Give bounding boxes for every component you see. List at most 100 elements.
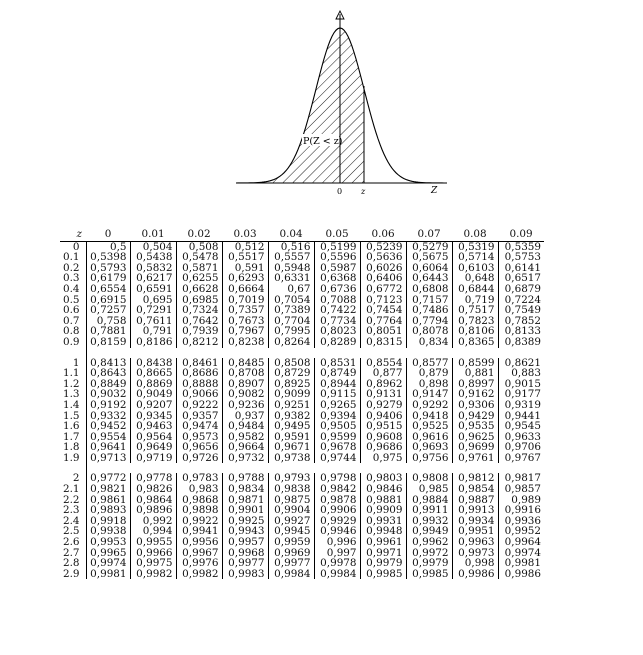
table-cell: 0,8888 [175,379,223,390]
table-cell: 0,7389 [267,305,315,316]
table-cell: 0,9452 [85,421,131,432]
table-cell: 0,9955 [129,537,177,548]
table-cell: 0,9925 [221,516,269,527]
table-cell: 0,9713 [85,453,131,464]
table-cell: 0,9625 [451,432,499,443]
table-cell: 0,9961 [359,537,407,548]
table-cell: 0,834 [405,337,453,348]
table-cell: 0,9332 [85,410,131,422]
z-table: z 0 0.01 0.02 0.03 0.04 0.05 0.06 0.07 0.08 0.09 0… [60,229,545,580]
table-cell: 0,8212 [175,337,223,348]
table-cell: 0,591 [221,263,269,274]
table-cell: 0,791 [129,326,177,337]
table-cell: 0,6217 [129,273,177,284]
table-cell: 0,9484 [221,421,269,432]
table-cell: 0,9934 [451,516,499,527]
row-z-label: 0.7 [63,314,80,327]
table-cell: 0,9973 [451,548,499,559]
table-row: 1.3 0,9032 0,9049 0,9066 0,9082 0,9099 0,9115 0… [60,388,545,401]
table-cell: 0,9893 [85,505,131,516]
table-row: 0.2 0,5793 0,5832 0,5871 0,591 0,5948 0,5987 0,… [60,263,545,274]
table-cell: 0,9974 [497,548,545,559]
table-cell: 0,9984 [267,569,315,580]
table-cell: 0,9953 [85,537,131,548]
row-z-label: 1.2 [63,377,80,390]
table-cell: 0,5 [85,241,131,253]
table-cell: 0,898 [405,379,453,390]
table-cell: 0,758 [85,316,131,327]
row-z-label: 0.8 [63,325,80,338]
table-cell: 0,8438 [129,357,177,369]
table-cell: 0,6664 [221,284,269,295]
table-cell: 0,8729 [267,368,315,379]
table-cell: 0,9927 [267,516,315,527]
table-cell: 0,8315 [359,337,407,348]
table-cell: 0,9767 [497,453,545,464]
table-cell: 0,6915 [85,294,131,306]
table-cell: 0,8133 [497,326,545,337]
table-cell: 0,9898 [175,505,223,516]
table-cell: 0,9868 [175,495,223,506]
table-cell: 0,9082 [221,389,269,400]
table-cell: 0,9236 [221,400,269,411]
table-cell: 0,9099 [267,389,315,400]
normal-distribution-figure: P(Z < z) 0 z Z [235,9,447,196]
table-cell: 0,8264 [267,337,315,348]
table-cell: 0,9952 [497,526,545,538]
table-cell: 0,9881 [359,495,407,506]
table-cell: 0,8106 [451,326,499,337]
table-cell: 0,5478 [175,252,223,263]
table-cell: 0,997 [313,548,361,559]
table-row: 1.7 0,9554 0,9564 0,9573 0,9582 0,9591 0,9599 0… [60,432,545,443]
axis-end-label: Z [430,186,438,196]
table-cell: 0,9854 [451,484,499,495]
table-cell: 0,9394 [313,410,361,422]
table-cell: 0,9115 [313,389,361,400]
row-z-label: 2 [72,472,80,485]
column-header: 0.01 [130,229,177,242]
table-cell: 0,9162 [451,389,499,400]
table-cell: 0,8869 [129,379,177,390]
table-cell: 0,8749 [313,368,361,379]
table-row: 0.9 0,8159 0,8186 0,8212 0,8238 0,8264 0,8289 0… [60,337,545,348]
table-cell: 0,9875 [267,495,315,506]
table-cell: 0,9838 [267,484,315,495]
table-cell: 0,9834 [221,484,269,495]
table-cell: 0,7881 [85,326,131,337]
table-cell: 0,6368 [313,273,361,284]
axis-z-label: z [360,187,366,196]
table-cell: 0,9896 [129,505,177,516]
table-cell: 0,8078 [405,326,453,337]
row-z-label: 2.2 [63,493,80,506]
table-cell: 0,7734 [313,316,361,327]
table-cell: 0,9936 [497,516,545,527]
row-z-label: 1.6 [63,420,80,433]
table-cell: 0,9916 [497,505,545,516]
vertical-axis-arrow-icon [335,9,345,20]
table-cell: 0,937 [221,410,269,422]
table-cell: 0,7852 [497,316,545,327]
table-cell: 0,9864 [129,495,177,506]
table-row: 1.5 0,9332 0,9345 0,9357 0,937 0,9382 0,9394 0,… [60,410,545,422]
table-cell: 0,998 [451,558,499,569]
table-cell: 0,8485 [221,357,269,369]
table-cell: 0,9192 [85,400,131,411]
table-cell: 0,6554 [85,284,131,295]
table-cell: 0,8907 [221,379,269,390]
table-cell: 0,9591 [267,432,315,443]
column-header: 0.03 [222,229,269,242]
table-cell: 0,9699 [451,442,499,453]
table-cell: 0,9977 [221,558,269,569]
table-cell: 0,9756 [405,453,453,464]
table-cell: 0,9649 [129,442,177,453]
table-cell: 0,9418 [405,410,453,422]
table-cell: 0,5596 [313,252,361,263]
table-cell: 0,883 [497,368,545,379]
table-cell: 0,9177 [497,389,545,400]
table-cell: 0,8051 [359,326,407,337]
row-z-label: 1.3 [63,388,80,401]
table-cell: 0,9956 [175,537,223,548]
column-header: 0.02 [176,229,223,242]
table-cell: 0,9641 [85,442,131,453]
table-cell: 0,9871 [221,495,269,506]
